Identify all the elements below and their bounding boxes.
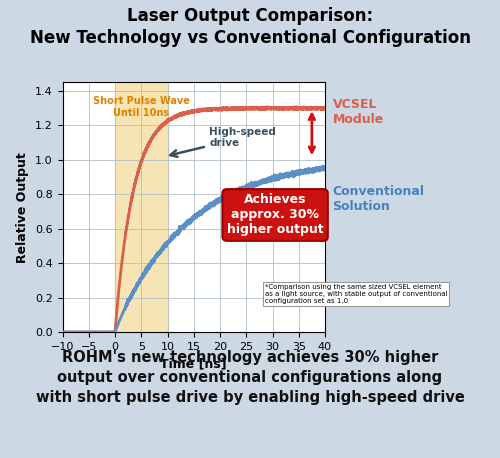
X-axis label: Time [ns]: Time [ns] (160, 357, 227, 371)
Text: Laser Output Comparison:
New Technology vs Conventional Configuration: Laser Output Comparison: New Technology … (30, 7, 470, 47)
Bar (115, 82, 168, 332)
Text: Short Pulse Wave
Until 10ns: Short Pulse Wave Until 10ns (93, 96, 190, 118)
Text: Conventional
Solution: Conventional Solution (332, 185, 424, 213)
Text: *Comparison using the same sized VCSEL element
as a light source, with stable ou: *Comparison using the same sized VCSEL e… (264, 284, 448, 304)
Text: Achieves
approx. 30%
higher output: Achieves approx. 30% higher output (227, 193, 324, 236)
Text: High-speed
drive: High-speed drive (170, 127, 276, 157)
Text: VCSEL
Module: VCSEL Module (332, 98, 384, 126)
Text: ROHM's new technology achieves 30% higher
output over conventional configuration: ROHM's new technology achieves 30% highe… (36, 350, 465, 405)
Y-axis label: Relative Output: Relative Output (16, 152, 30, 262)
